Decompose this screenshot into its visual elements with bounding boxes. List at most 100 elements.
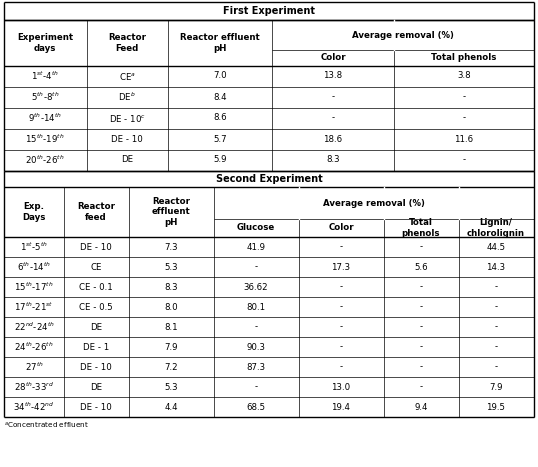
Text: -: - (339, 283, 343, 291)
Text: -: - (339, 362, 343, 372)
Text: 14.3: 14.3 (486, 262, 506, 271)
Text: -: - (331, 113, 335, 122)
Text: 7.9: 7.9 (489, 382, 502, 391)
Text: 44.5: 44.5 (486, 242, 506, 252)
Text: DE: DE (121, 156, 133, 164)
Text: 90.3: 90.3 (246, 342, 265, 352)
Text: 1$^{st}$-4$^{th}$: 1$^{st}$-4$^{th}$ (31, 70, 59, 82)
Text: Experiment
days: Experiment days (17, 33, 73, 53)
Text: -: - (494, 362, 498, 372)
Text: 24$^{th}$-26$^{th}$: 24$^{th}$-26$^{th}$ (15, 341, 54, 353)
Text: DE - 10: DE - 10 (111, 134, 143, 143)
Text: 15$^{th}$-19$^{th}$: 15$^{th}$-19$^{th}$ (25, 133, 65, 145)
Text: -: - (494, 303, 498, 311)
Text: 8.4: 8.4 (213, 92, 227, 101)
Text: -: - (339, 242, 343, 252)
Text: 8.6: 8.6 (213, 113, 227, 122)
Text: 19.4: 19.4 (331, 403, 350, 411)
Text: -: - (494, 323, 498, 332)
Text: 36.62: 36.62 (244, 283, 268, 291)
Text: Reactor
effluent
pH: Reactor effluent pH (152, 197, 190, 227)
Text: -: - (420, 382, 422, 391)
Text: 5$^{th}$-8$^{th}$: 5$^{th}$-8$^{th}$ (31, 91, 59, 103)
Text: -: - (420, 323, 422, 332)
Text: -: - (420, 362, 422, 372)
Text: -: - (463, 156, 465, 164)
Text: 15$^{th}$-17$^{th}$: 15$^{th}$-17$^{th}$ (15, 281, 54, 293)
Text: CE$^{a}$: CE$^{a}$ (118, 71, 136, 82)
Text: 41.9: 41.9 (246, 242, 265, 252)
Text: 5.3: 5.3 (164, 262, 178, 271)
Text: DE: DE (90, 382, 102, 391)
Text: CE - 0.1: CE - 0.1 (79, 283, 113, 291)
Text: 27$^{th}$: 27$^{th}$ (25, 361, 44, 373)
Text: -: - (494, 283, 498, 291)
Text: 5.7: 5.7 (213, 134, 227, 143)
Text: DE$^{b}$: DE$^{b}$ (118, 91, 136, 103)
Text: 34$^{th}$-42$^{nd}$: 34$^{th}$-42$^{nd}$ (13, 401, 55, 413)
Text: 6$^{th}$-14$^{th}$: 6$^{th}$-14$^{th}$ (17, 261, 51, 273)
Text: 28$^{th}$-33$^{rd}$: 28$^{th}$-33$^{rd}$ (14, 381, 54, 393)
Text: 19.5: 19.5 (486, 403, 506, 411)
Text: 7.9: 7.9 (164, 342, 178, 352)
Text: Reactor
Feed: Reactor Feed (108, 33, 146, 53)
Text: First Experiment: First Experiment (223, 6, 315, 16)
Text: -: - (254, 323, 258, 332)
Text: Reactor effluent
pH: Reactor effluent pH (180, 33, 260, 53)
Text: 20$^{th}$-26$^{th}$: 20$^{th}$-26$^{th}$ (25, 154, 65, 166)
Text: 22$^{nd}$-24$^{th}$: 22$^{nd}$-24$^{th}$ (13, 321, 54, 333)
Text: DE - 10: DE - 10 (80, 362, 112, 372)
Text: -: - (420, 283, 422, 291)
Text: 1$^{st}$-5$^{th}$: 1$^{st}$-5$^{th}$ (20, 241, 48, 253)
Text: 8.3: 8.3 (164, 283, 178, 291)
Text: Total phenols: Total phenols (431, 54, 497, 63)
Text: 11.6: 11.6 (455, 134, 473, 143)
Text: 8.3: 8.3 (326, 156, 340, 164)
Text: 8.1: 8.1 (164, 323, 178, 332)
Text: -: - (339, 323, 343, 332)
Text: 7.0: 7.0 (213, 71, 227, 80)
Text: DE - 10: DE - 10 (80, 403, 112, 411)
Text: Color: Color (320, 54, 346, 63)
Text: $^{a}$Concentrated effluent: $^{a}$Concentrated effluent (4, 420, 89, 430)
Text: Average removal (%): Average removal (%) (323, 198, 425, 207)
Text: 9$^{th}$-14$^{th}$: 9$^{th}$-14$^{th}$ (28, 112, 62, 124)
Text: 80.1: 80.1 (246, 303, 266, 311)
Text: 5.3: 5.3 (164, 382, 178, 391)
Text: -: - (463, 92, 465, 101)
Text: Average removal (%): Average removal (%) (352, 30, 454, 40)
Text: -: - (331, 92, 335, 101)
Text: -: - (254, 382, 258, 391)
Text: 3.8: 3.8 (457, 71, 471, 80)
Text: 68.5: 68.5 (246, 403, 266, 411)
Text: Second Experiment: Second Experiment (216, 174, 322, 184)
Text: Glucose: Glucose (237, 224, 275, 233)
Text: 17.3: 17.3 (331, 262, 351, 271)
Text: CE - 0.5: CE - 0.5 (79, 303, 113, 311)
Text: DE - 1: DE - 1 (83, 342, 109, 352)
Text: -: - (339, 303, 343, 311)
Text: 7.2: 7.2 (164, 362, 178, 372)
Text: Reactor
feed: Reactor feed (77, 202, 115, 222)
Text: 5.6: 5.6 (414, 262, 428, 271)
Text: -: - (463, 113, 465, 122)
Text: 9.4: 9.4 (414, 403, 428, 411)
Text: -: - (420, 242, 422, 252)
Text: 7.3: 7.3 (164, 242, 178, 252)
Text: CE: CE (90, 262, 102, 271)
Text: DE: DE (90, 323, 102, 332)
Text: DE - 10$^{c}$: DE - 10$^{c}$ (109, 113, 145, 123)
Text: 13.0: 13.0 (331, 382, 351, 391)
Text: -: - (339, 342, 343, 352)
Text: -: - (420, 303, 422, 311)
Text: 4.4: 4.4 (164, 403, 178, 411)
Text: DE - 10: DE - 10 (80, 242, 112, 252)
Text: -: - (254, 262, 258, 271)
Text: 13.8: 13.8 (323, 71, 343, 80)
Text: Total
phenols: Total phenols (402, 218, 440, 238)
Text: 18.6: 18.6 (323, 134, 343, 143)
Text: Color: Color (328, 224, 354, 233)
Text: -: - (494, 342, 498, 352)
Text: Lignin/
chlorolignin: Lignin/ chlorolignin (467, 218, 525, 238)
Text: 17$^{th}$-21$^{st}$: 17$^{th}$-21$^{st}$ (15, 301, 54, 313)
